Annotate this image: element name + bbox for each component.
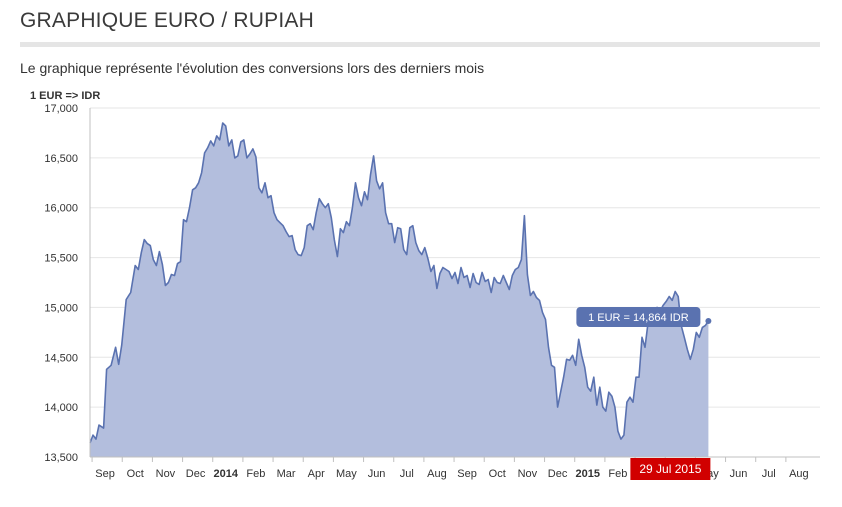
- x-tick-label: Aug: [789, 468, 809, 480]
- x-tick-label: Aug: [427, 468, 447, 480]
- x-tick-label: Oct: [127, 468, 144, 480]
- x-tick-label: Jun: [730, 468, 748, 480]
- x-tick-label: Nov: [156, 468, 176, 480]
- x-tick-label: Jul: [762, 468, 776, 480]
- x-tick-label: Dec: [186, 468, 206, 480]
- x-tick-label: Feb: [246, 468, 265, 480]
- y-tick-label: 16,500: [44, 153, 78, 165]
- x-tick-label: Dec: [548, 468, 568, 480]
- x-axis: [89, 108, 820, 458]
- chart-subtitle: Le graphique représente l'évolution des …: [20, 60, 485, 76]
- y-tick-label: 16,000: [44, 203, 78, 215]
- y-axis-ticks: 13,500 14,000 14,500 15,000 15,500 16,000 16,5…: [44, 103, 78, 464]
- area-series: [89, 122, 710, 457]
- tooltip-box: [576, 306, 701, 327]
- chart-container[interactable]: 13,500 14,000 14,500 15,000 15,500 16,000 16,5…: [0, 84, 842, 502]
- y-tick-label: 15,500: [44, 253, 78, 265]
- x-tick-label: Jun: [368, 468, 386, 480]
- x-tick-label: 2014: [214, 468, 239, 480]
- x-tick-label: Sep: [95, 468, 115, 480]
- area-fill: [90, 123, 709, 457]
- value-tooltip: 1 EUR = 14,864 IDR: [576, 306, 712, 327]
- x-tick-label: 2015: [575, 468, 599, 480]
- x-tick-label: Sep: [457, 468, 477, 480]
- y-tick-label: 17,000: [44, 103, 78, 115]
- tooltip-marker: [705, 317, 712, 324]
- x-tick-label: Jul: [400, 468, 414, 480]
- y-tick-label: 14,500: [44, 352, 78, 364]
- y-axis-label: 1 EUR => IDR: [30, 90, 100, 102]
- y-tick-label: 15,000: [44, 302, 78, 314]
- x-tick-label: Mar: [277, 468, 296, 480]
- x-axis-ticks: Sep Oct Nov Dec 2014 Feb Mar Apr May Jun Jul Aug Sep…: [91, 457, 809, 480]
- y-tick-label: 13,500: [44, 452, 78, 464]
- x-tick-label: May: [336, 468, 357, 480]
- x-tick-label: Feb: [608, 468, 627, 480]
- x-tick-label: Nov: [518, 468, 538, 480]
- title-divider: [20, 42, 820, 47]
- y-tick-label: 14,000: [44, 402, 78, 414]
- x-tick-label: Apr: [308, 468, 325, 480]
- date-badge-box: [630, 458, 711, 480]
- x-tick-label: Oct: [489, 468, 506, 480]
- tooltip-text: 1 EUR = 14,864 IDR: [588, 312, 689, 324]
- series-line: [89, 122, 710, 444]
- date-badge: 29 Jul 2015: [630, 458, 711, 480]
- date-badge-text: 29 Jul 2015: [639, 462, 701, 476]
- eur-idr-area-chart[interactable]: 13,500 14,000 14,500 15,000 15,500 16,000 16,5…: [0, 84, 842, 502]
- page-title: GRAPHIQUE EURO / RUPIAH: [20, 9, 314, 32]
